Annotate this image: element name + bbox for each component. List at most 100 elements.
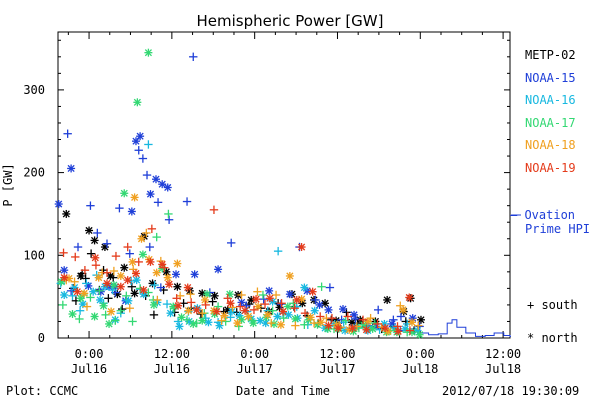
data-point-north [131,269,140,278]
data-point-stroke [177,313,186,321]
data-point-south [63,129,72,138]
data-point-stroke [324,306,333,314]
data-point-south [316,312,325,321]
data-point-south [327,313,337,323]
legend: METP-02 NOAA-15 NOAA-16 NOAA-17 NOAA-18 … [525,44,576,179]
data-point-south [237,290,246,300]
data-point-south [373,305,383,315]
data-point-north [96,287,105,296]
data-point-north [368,324,377,333]
data-point-north [339,305,347,314]
x-tick-label-time: 12:00 [485,347,521,361]
data-point-north [152,268,161,277]
data-point-stroke [107,307,115,316]
data-point-south [149,310,159,320]
data-point-north [183,283,192,292]
x-tick-label-time: 12:00 [154,347,190,361]
model-legend-label: — Ovation Prime HPI [510,208,590,236]
data-point-south [300,308,310,318]
data-point-stroke [210,307,218,315]
data-point-stroke [362,326,371,334]
data-point-north [76,294,85,303]
data-point-north [247,295,256,304]
data-point-stroke [128,258,137,266]
series-noaa-19 [59,205,415,336]
data-point-stroke [150,301,158,309]
data-point-north [85,226,94,235]
data-point-stroke [117,283,125,291]
data-point-stroke [165,280,173,288]
data-point-north [408,328,416,337]
data-point-north [273,312,282,321]
plot-frame [57,31,511,339]
data-point-stroke [131,289,139,297]
data-point-north [120,189,129,198]
data-point-stroke [164,274,172,282]
chart-title: Hemispheric Power [GW] [196,12,384,30]
data-point-north [348,324,357,333]
data-point-north [130,289,139,298]
data-point-stroke [184,283,192,292]
data-point-south [235,302,245,311]
data-point-north [383,295,392,304]
data-point-stroke [67,164,75,173]
data-point-north [175,322,184,331]
data-point-stroke [131,193,139,201]
data-point-north [138,250,147,259]
data-point-stroke [417,316,425,324]
data-point-stroke [241,307,249,315]
series-noaa-15 [54,52,424,331]
data-point-stroke [169,303,177,311]
data-point-south [414,321,423,330]
data-point-north [210,291,219,300]
data-point-stroke [193,306,201,314]
data-point-north [137,234,146,243]
data-point-north [324,321,333,330]
data-point-stroke [244,312,253,321]
data-point-south [127,282,137,291]
data-point-north [244,312,253,321]
data-point-north [184,306,193,315]
data-point-north [350,310,359,319]
data-point-south [91,261,101,270]
data-point-south [317,282,326,291]
data-point-south [311,295,320,305]
data-point-south [102,239,112,248]
data-point-south [196,309,206,319]
data-point-north [91,253,100,262]
data-point-north [394,327,403,336]
data-point-north [200,295,209,304]
data-point-stroke [99,302,108,310]
data-point-north [265,286,274,295]
data-point-stroke [286,272,294,280]
data-point-north [60,273,69,282]
data-point-north [54,200,63,209]
data-point-stroke [120,264,128,272]
data-point-south [189,52,198,62]
data-point-stroke [324,322,333,330]
data-point-stroke [186,287,194,295]
data-point-south [396,301,405,310]
data-point-stroke [132,269,140,278]
data-point-north [109,281,118,290]
data-point-north [233,319,242,328]
data-point-south [259,294,268,304]
data-point-stroke [158,180,166,188]
data-point-stroke [249,319,257,327]
data-point-stroke [256,317,264,325]
data-point-north [90,236,99,245]
data-point-north [158,260,167,269]
data-point-south [147,224,157,234]
data-point-south [109,266,119,276]
data-point-north [362,325,371,334]
data-point-stroke [106,272,115,280]
data-point-stroke [416,331,424,339]
data-point-stroke [139,286,148,294]
data-point-stroke [211,292,219,300]
data-point-north [415,330,424,339]
data-point-north [324,305,333,314]
data-point-north [173,282,182,291]
data-point-north [113,290,122,299]
x-tick-label-date: Jul16 [154,362,190,376]
x-tick-label-date: Jul18 [485,362,521,376]
